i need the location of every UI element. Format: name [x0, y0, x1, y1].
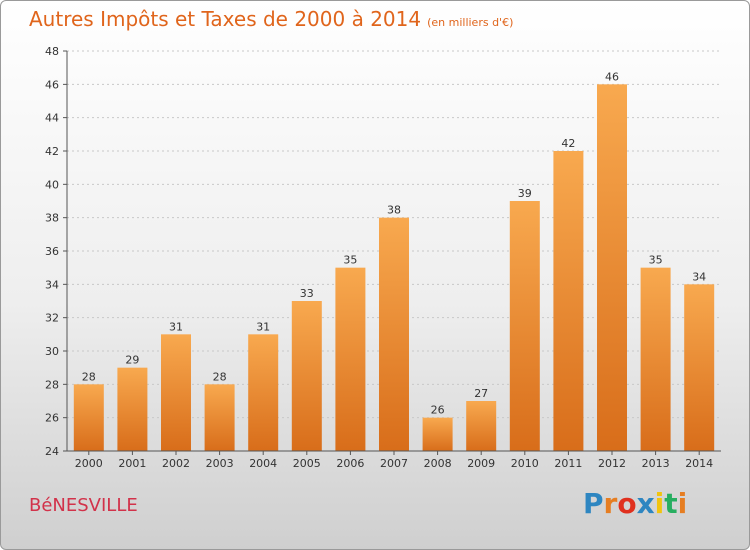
bar	[117, 367, 148, 451]
logo-letter: x	[636, 487, 655, 520]
bar	[335, 267, 366, 451]
x-tick-label: 2008	[424, 457, 452, 470]
chart-title-text: Autres Impôts et Taxes de 2000 à 2014	[29, 7, 422, 31]
bar	[684, 284, 715, 451]
data-label: 31	[256, 320, 270, 333]
bar	[204, 384, 235, 451]
data-label: 28	[82, 370, 96, 383]
data-label: 38	[387, 204, 401, 217]
x-tick-label: 2014	[685, 457, 713, 470]
data-label: 42	[561, 137, 575, 150]
bar-layer: 28 29 31 28 31 33 35 38 26 27 39 42 46 35 34	[73, 70, 715, 451]
y-tick-label: 48	[45, 45, 59, 58]
bar	[291, 301, 322, 451]
y-tick-label: 28	[45, 378, 59, 391]
x-tick-label: 2004	[249, 457, 277, 470]
y-tick-label: 24	[45, 445, 59, 458]
y-tick-label: 34	[45, 278, 59, 291]
bar	[553, 151, 584, 451]
y-tick-label: 30	[45, 345, 59, 358]
bar	[640, 267, 671, 451]
bar	[597, 84, 627, 451]
x-tick-label: 2000	[75, 457, 103, 470]
logo-letter: r	[603, 487, 618, 520]
data-label: 35	[649, 254, 663, 267]
y-tick-label: 44	[45, 112, 59, 125]
logo-letter: o	[617, 487, 637, 520]
x-tick-label: 2013	[642, 457, 670, 470]
bar	[248, 334, 279, 451]
y-tick-label: 42	[45, 145, 59, 158]
bar	[422, 417, 453, 451]
x-tick-label: 2012	[598, 457, 626, 470]
data-label: 33	[300, 287, 314, 300]
axis-layer: 24 26 28 30 32 34 36 38 40 42 44 46 48 2000 2001 2002 20…	[45, 45, 721, 470]
proxiti-logo: Proxiti	[583, 487, 687, 520]
y-tick-label: 32	[45, 312, 59, 325]
x-tick-label: 2006	[336, 457, 364, 470]
unit-note: (en milliers d'€)	[427, 16, 514, 29]
data-label: 35	[343, 254, 357, 267]
y-tick-label: 26	[45, 412, 59, 425]
logo-letter: t	[664, 487, 678, 520]
bar	[73, 384, 104, 451]
y-tick-label: 36	[45, 245, 59, 258]
x-tick-label: 2001	[118, 457, 146, 470]
commune-name: BéNESVILLE	[29, 495, 138, 516]
y-tick-label: 38	[45, 212, 59, 225]
bar	[466, 401, 497, 451]
data-label: 46	[605, 70, 619, 83]
bar	[509, 201, 540, 451]
logo-letter: P	[583, 487, 604, 520]
data-label: 39	[518, 187, 532, 200]
data-label: 28	[213, 370, 227, 383]
bar	[161, 334, 191, 451]
y-tick-label: 40	[45, 178, 59, 191]
data-label: 27	[474, 387, 488, 400]
x-tick-label: 2009	[467, 457, 495, 470]
logo-letter: i	[654, 487, 665, 520]
x-tick-label: 2005	[293, 457, 321, 470]
x-tick-label: 2007	[380, 457, 408, 470]
data-label: 26	[431, 404, 445, 417]
data-label: 29	[125, 354, 139, 367]
x-tick-label: 2011	[554, 457, 582, 470]
x-tick-label: 2010	[511, 457, 539, 470]
y-tick-label: 46	[45, 78, 59, 91]
data-label: 31	[169, 320, 183, 333]
x-tick-label: 2003	[206, 457, 234, 470]
logo-letter: i	[677, 487, 688, 520]
chart-title: Autres Impôts et Taxes de 2000 à 2014 (en…	[29, 7, 513, 31]
x-tick-label: 2002	[162, 457, 190, 470]
bar	[379, 217, 409, 451]
data-label: 34	[692, 270, 706, 283]
